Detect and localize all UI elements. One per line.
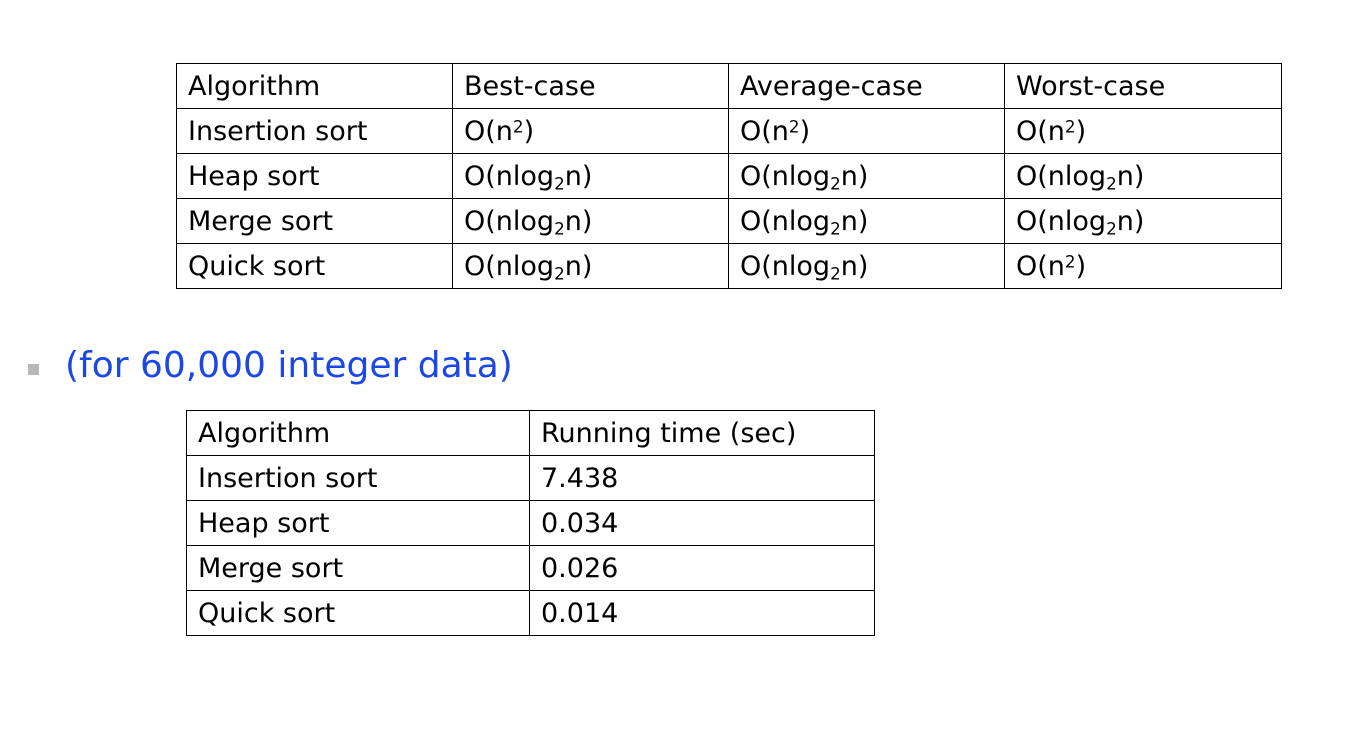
table-row: Merge sort O(nlog2n) O(nlog2n) O(nlog2n)	[176, 198, 1282, 244]
table-header-row: Algorithm Running time (sec)	[186, 410, 875, 456]
table-row: Merge sort 0.026	[186, 545, 875, 591]
header-cell: Running time (sec)	[529, 410, 875, 456]
complexity-cell: O(n2)	[1004, 108, 1282, 154]
complexity-cell: O(nlog2n)	[1004, 198, 1282, 244]
header-cell: Average-case	[728, 63, 1005, 109]
table-row: Quick sort 0.014	[186, 590, 875, 636]
time-cell: 0.034	[529, 500, 875, 546]
square-bullet-icon	[28, 363, 39, 375]
algorithm-cell: Heap sort	[186, 500, 530, 546]
running-time-table: Algorithm Running time (sec) Insertion s…	[186, 410, 875, 636]
algorithm-cell: Merge sort	[186, 545, 530, 591]
algorithm-cell: Quick sort	[176, 243, 453, 289]
header-cell: Algorithm	[186, 410, 530, 456]
complexity-table: Algorithm Best-case Average-case Worst-c…	[176, 63, 1282, 289]
time-cell: 0.026	[529, 545, 875, 591]
header-cell: Worst-case	[1004, 63, 1282, 109]
complexity-cell: O(nlog2n)	[1004, 153, 1282, 199]
table-row: Insertion sort 7.438	[186, 455, 875, 501]
table-row: Heap sort 0.034	[186, 500, 875, 546]
complexity-cell: O(n2)	[1004, 243, 1282, 289]
time-cell: 7.438	[529, 455, 875, 501]
complexity-cell: O(nlog2n)	[452, 153, 729, 199]
caption-bullet-item: (for 60,000 integer data)	[28, 342, 513, 388]
complexity-cell: O(nlog2n)	[728, 153, 1005, 199]
complexity-cell: O(nlog2n)	[452, 243, 729, 289]
caption-text: (for 60,000 integer data)	[65, 344, 513, 386]
table-row: Heap sort O(nlog2n) O(nlog2n) O(nlog2n)	[176, 153, 1282, 199]
complexity-cell: O(nlog2n)	[728, 243, 1005, 289]
algorithm-cell: Insertion sort	[186, 455, 530, 501]
header-cell: Algorithm	[176, 63, 453, 109]
algorithm-cell: Quick sort	[186, 590, 530, 636]
table-row: Insertion sort O(n2) O(n2) O(n2)	[176, 108, 1282, 154]
algorithm-cell: Insertion sort	[176, 108, 453, 154]
header-cell: Best-case	[452, 63, 729, 109]
algorithm-cell: Merge sort	[176, 198, 453, 244]
table-header-row: Algorithm Best-case Average-case Worst-c…	[176, 63, 1282, 109]
complexity-cell: O(nlog2n)	[452, 198, 729, 244]
time-cell: 0.014	[529, 590, 875, 636]
algorithm-cell: Heap sort	[176, 153, 453, 199]
complexity-cell: O(nlog2n)	[728, 198, 1005, 244]
complexity-cell: O(n2)	[728, 108, 1005, 154]
table-row: Quick sort O(nlog2n) O(nlog2n) O(n2)	[176, 243, 1282, 289]
complexity-cell: O(n2)	[452, 108, 729, 154]
